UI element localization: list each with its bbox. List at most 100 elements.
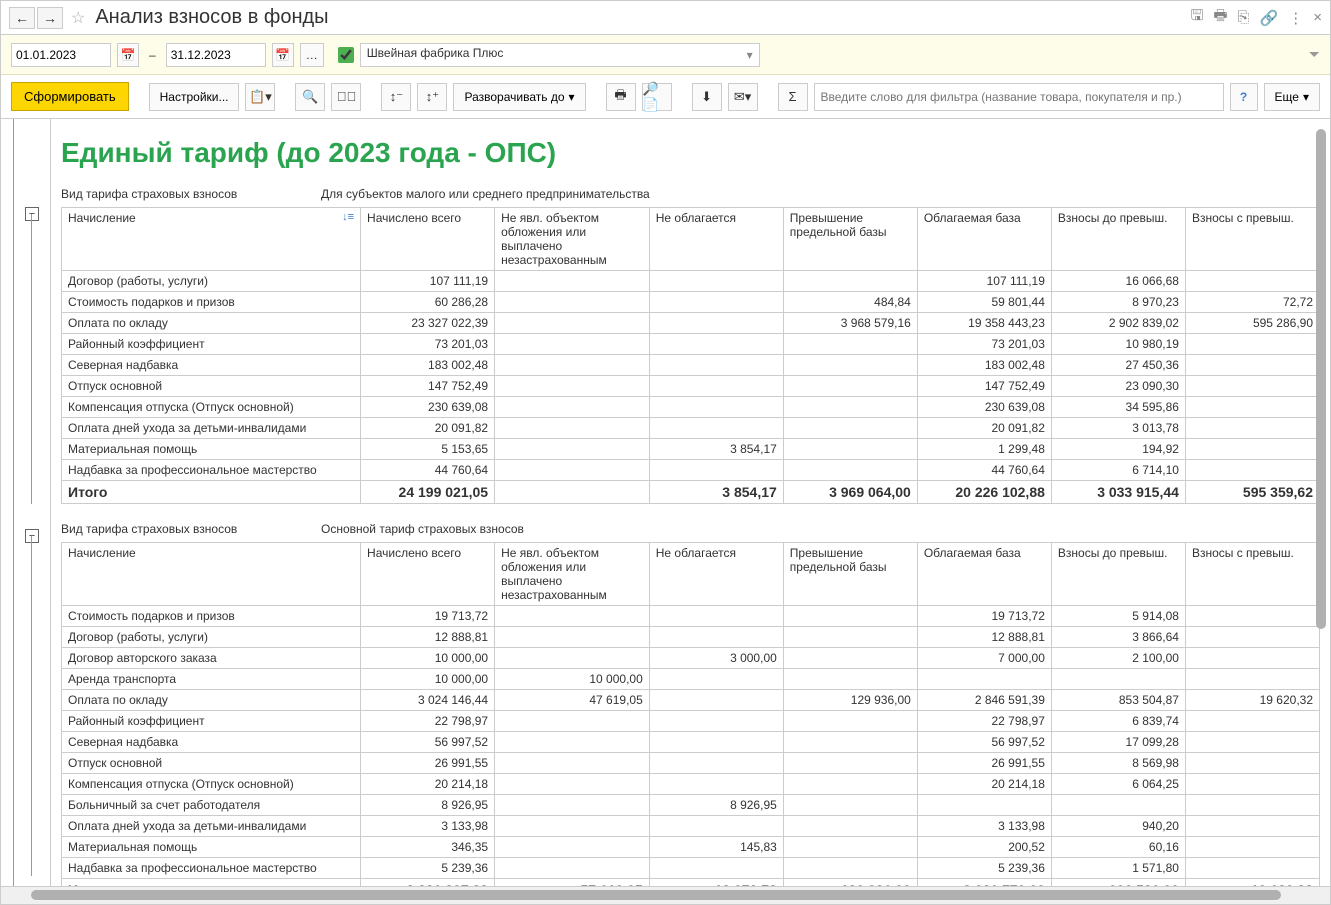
print-button-icon[interactable]: 🖶	[606, 83, 636, 111]
forward-button[interactable]: →	[37, 7, 63, 29]
cell-value	[783, 795, 917, 816]
table-row[interactable]: Материальная помощь5 153,653 854,171 299…	[62, 439, 1320, 460]
cell-value	[495, 795, 650, 816]
table-row[interactable]: Договор (работы, услуги)107 111,19107 11…	[62, 271, 1320, 292]
calendar-to-icon[interactable]: 📅	[272, 43, 294, 67]
collapse-icon[interactable]: ↕⁻	[381, 83, 411, 111]
cell-value	[495, 313, 650, 334]
close-icon[interactable]: ×	[1313, 9, 1322, 26]
col-header[interactable]: Взносы до превыш.	[1051, 208, 1185, 271]
settings-button[interactable]: Настройки...	[149, 83, 240, 111]
table-row[interactable]: Договор (работы, услуги)12 888,8112 888,…	[62, 627, 1320, 648]
col-header[interactable]: Облагаемая база	[917, 208, 1051, 271]
generate-button[interactable]: Сформировать	[11, 82, 129, 111]
table-row[interactable]: Надбавка за профессиональное мастерство4…	[62, 460, 1320, 481]
col-header[interactable]: Не явл. объектом обложения или выплачено…	[495, 208, 650, 271]
search-input[interactable]	[814, 83, 1224, 111]
cell-value: 16 066,68	[1051, 271, 1185, 292]
table-row[interactable]: Оплата по окладу3 024 146,4447 619,05129…	[62, 690, 1320, 711]
col-header[interactable]: Взносы до превыш.	[1051, 543, 1185, 606]
col-header[interactable]: Превышение предельной базы	[783, 208, 917, 271]
col-header[interactable]: Не облагается	[649, 543, 783, 606]
cell-value	[783, 774, 917, 795]
col-header[interactable]: Взносы с превыш.	[1185, 208, 1319, 271]
email-icon[interactable]: ✉▾	[728, 83, 758, 111]
col-header[interactable]: Начисление↓≡	[62, 208, 361, 271]
sum-icon[interactable]: Σ	[778, 83, 808, 111]
cell-value: 20 091,82	[361, 418, 495, 439]
table-total-row: Итого24 199 021,053 854,173 969 064,0020…	[62, 481, 1320, 504]
col-header[interactable]: Взносы с превыш.	[1185, 543, 1319, 606]
collapse-toggle-1[interactable]: −	[25, 207, 39, 221]
cell-value	[1185, 334, 1319, 355]
cell-name: Оплата по окладу	[62, 313, 361, 334]
cell-value	[783, 334, 917, 355]
cell-name: Больничный за счет работодателя	[62, 795, 361, 816]
cell-value: 8 970,23	[1051, 292, 1185, 313]
expand-icon[interactable]: ↕⁺	[417, 83, 447, 111]
org-select[interactable]: Швейная фабрика Плюс	[360, 43, 760, 67]
cell-name: Оплата по окладу	[62, 690, 361, 711]
table-row[interactable]: Больничный за счет работодателя8 926,958…	[62, 795, 1320, 816]
table-row[interactable]: Материальная помощь346,35145,83200,5260,…	[62, 837, 1320, 858]
period-more-button[interactable]: …	[300, 43, 324, 67]
outline-gutter: − −	[1, 119, 51, 886]
horizontal-scrollbar[interactable]	[1, 886, 1330, 904]
print-icon[interactable]: 🖶	[1213, 5, 1227, 30]
col-header[interactable]: Начисление	[62, 543, 361, 606]
back-button[interactable]: ←	[9, 7, 35, 29]
cell-value: 3 013,78	[1051, 418, 1185, 439]
vertical-scrollbar[interactable]	[1316, 129, 1326, 856]
table-row[interactable]: Северная надбавка183 002,48183 002,4827 …	[62, 355, 1320, 376]
date-to-input[interactable]	[166, 43, 266, 67]
calendar-from-icon[interactable]: 📅	[117, 43, 139, 67]
find-clear-icon[interactable]: 🔍⃠	[331, 83, 361, 111]
table-row[interactable]: Договор авторского заказа10 000,003 000,…	[62, 648, 1320, 669]
collapse-toggle-2[interactable]: −	[25, 529, 39, 543]
cell-value: 44 760,64	[361, 460, 495, 481]
col-header[interactable]: Превышение предельной базы	[783, 543, 917, 606]
save-file-icon[interactable]: ⬇	[692, 83, 722, 111]
cell-value	[1185, 271, 1319, 292]
cell-name: Отпуск основной	[62, 376, 361, 397]
date-from-input[interactable]	[11, 43, 111, 67]
link-icon[interactable]: 🔗	[1260, 9, 1279, 27]
filter-icon[interactable]: ⏷	[1309, 46, 1320, 63]
table-row[interactable]: Стоимость подарков и призов19 713,7219 7…	[62, 606, 1320, 627]
col-header[interactable]: Не облагается	[649, 208, 783, 271]
kebab-icon[interactable]: ⋮	[1288, 9, 1303, 27]
col-header[interactable]: Облагаемая база	[917, 543, 1051, 606]
table-row[interactable]: Районный коэффициент73 201,0373 201,0310…	[62, 334, 1320, 355]
col-header[interactable]: Начислено всего	[361, 543, 495, 606]
table-row[interactable]: Надбавка за профессиональное мастерство5…	[62, 858, 1320, 879]
chevron-down-icon: ▾	[569, 90, 575, 104]
table-row[interactable]: Отпуск основной147 752,49147 752,4923 09…	[62, 376, 1320, 397]
table-row[interactable]: Компенсация отпуска (Отпуск основной)20 …	[62, 774, 1320, 795]
table-row[interactable]: Оплата дней ухода за детьми-инвалидами3 …	[62, 816, 1320, 837]
save-icon[interactable]: 🖫	[1191, 5, 1204, 30]
table-row[interactable]: Аренда транспорта10 000,0010 000,00	[62, 669, 1320, 690]
preview-icon[interactable]: ⎘	[1238, 9, 1250, 26]
find-icon[interactable]: 🔍	[295, 83, 325, 111]
table-row[interactable]: Оплата по окладу23 327 022,393 968 579,1…	[62, 313, 1320, 334]
expand-to-button[interactable]: Разворачивать до ▾	[453, 83, 585, 111]
variants-icon[interactable]: 📋▾	[245, 83, 275, 111]
table-row[interactable]: Компенсация отпуска (Отпуск основной)230…	[62, 397, 1320, 418]
table-row[interactable]: Отпуск основной26 991,5526 991,558 569,9…	[62, 753, 1320, 774]
favorite-icon[interactable]: ☆	[71, 8, 85, 28]
col-header[interactable]: Не явл. объектом обложения или выплачено…	[495, 543, 650, 606]
print-preview-icon[interactable]: 🔎📄	[642, 83, 672, 111]
cell-value: 10 000,00	[361, 648, 495, 669]
cell-value	[649, 313, 783, 334]
org-checkbox[interactable]	[338, 47, 354, 63]
table-row[interactable]: Стоимость подарков и призов60 286,28484,…	[62, 292, 1320, 313]
help-button[interactable]: ?	[1230, 83, 1258, 111]
table-row[interactable]: Районный коэффициент22 798,9722 798,976 …	[62, 711, 1320, 732]
cell-value: 906 531,00	[1051, 879, 1185, 887]
table-row[interactable]: Оплата дней ухода за детьми-инвалидами20…	[62, 418, 1320, 439]
cell-name: Надбавка за профессиональное мастерство	[62, 460, 361, 481]
col-header[interactable]: Начислено всего	[361, 208, 495, 271]
more-button[interactable]: Еще ▾	[1264, 83, 1320, 111]
cell-value	[495, 648, 650, 669]
table-row[interactable]: Северная надбавка56 997,5256 997,5217 09…	[62, 732, 1320, 753]
